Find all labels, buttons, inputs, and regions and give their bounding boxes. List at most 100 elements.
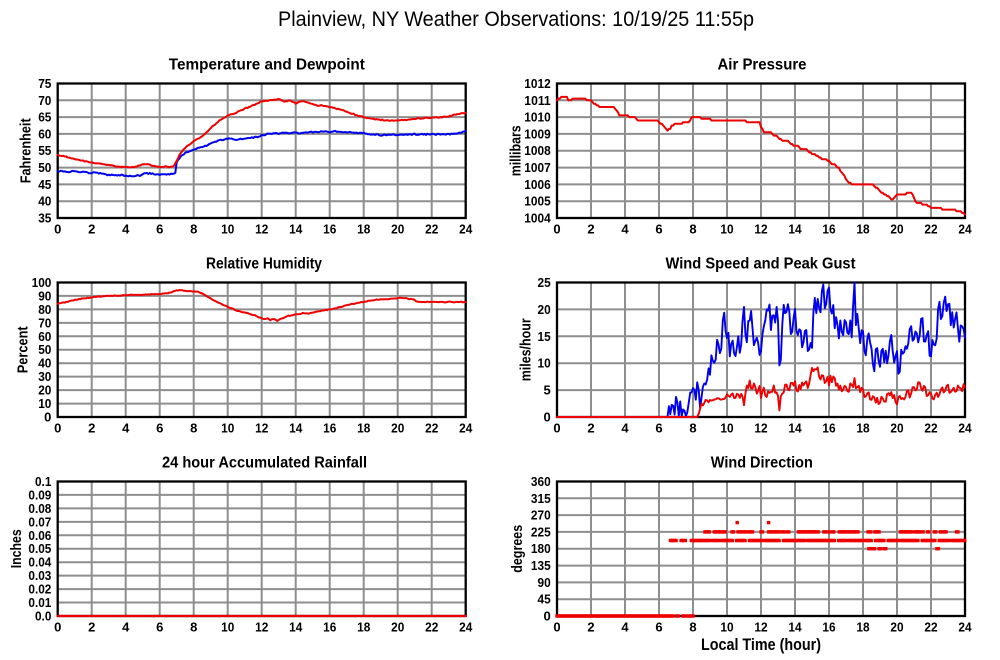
svg-text:18: 18 [856, 420, 869, 435]
svg-text:5: 5 [543, 383, 550, 398]
svg-text:0.01: 0.01 [28, 595, 51, 610]
svg-text:2: 2 [88, 619, 95, 634]
svg-text:15: 15 [538, 329, 551, 344]
svg-text:20: 20 [890, 619, 903, 634]
svg-text:1010: 1010 [524, 110, 550, 125]
svg-text:40: 40 [38, 194, 51, 209]
svg-text:90: 90 [38, 288, 51, 303]
svg-text:12: 12 [255, 420, 268, 435]
svg-text:Temperature and Dewpoint: Temperature and Dewpoint [169, 57, 366, 74]
svg-text:8: 8 [689, 619, 696, 634]
svg-text:0.06: 0.06 [28, 528, 51, 543]
svg-text:6: 6 [655, 420, 662, 435]
svg-text:24: 24 [958, 420, 972, 435]
svg-text:10: 10 [221, 619, 234, 634]
svg-text:22: 22 [924, 619, 937, 634]
svg-text:8: 8 [190, 420, 197, 435]
svg-text:0.1: 0.1 [35, 474, 51, 489]
svg-text:8: 8 [689, 221, 696, 236]
svg-text:Relative Humidity: Relative Humidity [206, 256, 322, 273]
svg-text:14: 14 [289, 420, 303, 435]
svg-text:0.07: 0.07 [28, 514, 51, 529]
svg-text:6: 6 [655, 619, 662, 634]
svg-text:8: 8 [689, 420, 696, 435]
svg-text:10: 10 [538, 356, 551, 371]
svg-text:6: 6 [655, 221, 662, 236]
svg-text:225: 225 [531, 524, 551, 539]
svg-text:2: 2 [587, 619, 594, 634]
svg-text:1009: 1009 [524, 126, 550, 141]
svg-text:0.02: 0.02 [28, 582, 51, 597]
svg-text:0: 0 [543, 410, 550, 425]
svg-text:14: 14 [289, 619, 303, 634]
svg-text:16: 16 [323, 619, 336, 634]
svg-text:4: 4 [621, 221, 629, 236]
svg-text:6: 6 [156, 420, 163, 435]
svg-text:2: 2 [88, 221, 95, 236]
svg-text:10: 10 [38, 396, 51, 411]
svg-text:315: 315 [531, 491, 551, 506]
svg-text:0.0: 0.0 [35, 609, 51, 624]
svg-text:1005: 1005 [524, 194, 550, 209]
svg-text:0: 0 [553, 221, 560, 236]
svg-text:14: 14 [788, 221, 802, 236]
svg-text:4: 4 [122, 420, 130, 435]
svg-text:16: 16 [323, 420, 336, 435]
svg-text:20: 20 [890, 420, 903, 435]
svg-text:14: 14 [788, 420, 802, 435]
svg-text:millibars: millibars [509, 125, 525, 176]
svg-text:10: 10 [221, 221, 234, 236]
svg-text:22: 22 [924, 221, 937, 236]
svg-text:0.09: 0.09 [28, 487, 51, 502]
svg-text:10: 10 [221, 420, 234, 435]
svg-text:24: 24 [958, 221, 972, 236]
svg-text:24: 24 [459, 221, 473, 236]
svg-text:8: 8 [190, 619, 197, 634]
svg-text:12: 12 [754, 420, 767, 435]
svg-text:2: 2 [587, 420, 594, 435]
svg-text:2: 2 [587, 221, 594, 236]
svg-text:25: 25 [538, 275, 551, 290]
svg-text:0.08: 0.08 [28, 501, 51, 516]
svg-text:1006: 1006 [524, 177, 550, 192]
svg-text:30: 30 [38, 369, 51, 384]
svg-text:0: 0 [54, 619, 61, 634]
svg-text:45: 45 [38, 177, 51, 192]
svg-text:20: 20 [890, 221, 903, 236]
svg-text:10: 10 [720, 221, 733, 236]
svg-text:Inches: Inches [9, 529, 25, 568]
svg-text:270: 270 [531, 508, 551, 523]
svg-text:90: 90 [538, 575, 551, 590]
svg-text:4: 4 [122, 221, 130, 236]
svg-text:0: 0 [543, 609, 550, 624]
svg-text:18: 18 [856, 619, 869, 634]
svg-text:6: 6 [156, 221, 163, 236]
svg-text:Fahrenheit: Fahrenheit [18, 118, 34, 183]
svg-text:22: 22 [425, 221, 438, 236]
svg-text:10: 10 [720, 619, 733, 634]
svg-text:8: 8 [190, 221, 197, 236]
svg-text:1012: 1012 [524, 76, 550, 91]
svg-text:100: 100 [32, 275, 52, 290]
svg-text:0: 0 [54, 420, 61, 435]
svg-text:16: 16 [822, 619, 835, 634]
svg-text:10: 10 [720, 420, 733, 435]
svg-text:18: 18 [357, 221, 370, 236]
svg-text:20: 20 [391, 619, 404, 634]
svg-text:70: 70 [38, 93, 51, 108]
svg-text:16: 16 [822, 420, 835, 435]
svg-text:18: 18 [856, 221, 869, 236]
svg-text:20: 20 [391, 420, 404, 435]
svg-text:55: 55 [38, 143, 51, 158]
svg-text:miles/hour: miles/hour [518, 318, 534, 381]
svg-text:0: 0 [553, 420, 560, 435]
svg-text:Air Pressure: Air Pressure [718, 57, 807, 74]
svg-text:135: 135 [531, 558, 551, 573]
svg-text:22: 22 [425, 619, 438, 634]
svg-text:20: 20 [391, 221, 404, 236]
svg-text:1004: 1004 [524, 211, 551, 226]
svg-text:22: 22 [425, 420, 438, 435]
svg-text:360: 360 [531, 474, 551, 489]
svg-text:14: 14 [788, 619, 802, 634]
svg-text:70: 70 [38, 315, 51, 330]
